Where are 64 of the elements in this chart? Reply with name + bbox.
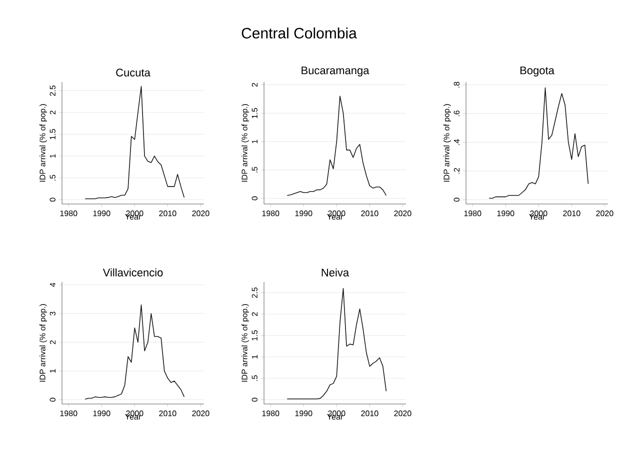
x-tick-label: 2020 (596, 210, 614, 216)
y-tick-label: 2.5 (252, 287, 258, 298)
y-tick-label: 2 (252, 83, 258, 87)
text: Central Colombia (242, 27, 357, 38)
y-tick-label: 1 (50, 154, 56, 158)
y-tick-label: 2.5 (50, 85, 56, 96)
y-tick-label: 0 (252, 196, 258, 200)
x-tick-label: 2010 (361, 410, 378, 416)
x-tick-label: 2000 (530, 210, 548, 216)
x-tick-label: 1990 (295, 210, 312, 216)
y-tick-label: 0 (50, 198, 56, 202)
x-tick-label: 1980 (60, 210, 78, 216)
y-axis-title: IDP arrival (% of pop.) (241, 104, 249, 182)
x-tick-label: 2010 (159, 210, 176, 216)
y-tick-label: .8 (454, 82, 460, 88)
x-tick-label: 1990 (93, 410, 110, 416)
y-axis-title: IDP arrival (% of pop.) (39, 104, 47, 182)
y-tick-label: 3 (50, 312, 56, 316)
x-tick-label: 2010 (361, 210, 378, 216)
y-tick-label: 1.5 (252, 330, 258, 340)
chart-title: Neiva (322, 268, 350, 276)
y-tick-label: 1.5 (252, 108, 258, 118)
y-tick-label: 1 (252, 355, 258, 359)
y-tick-label: 4 (50, 282, 56, 287)
chart-title: Villavicencio (102, 268, 163, 276)
x-tick-label: 1980 (464, 210, 482, 216)
y-tick-label: .2 (454, 168, 460, 174)
y-tick-label: .5 (50, 174, 56, 180)
chart-title: Bucaramanga (302, 66, 370, 76)
y-tick-label: 2 (50, 110, 56, 114)
y-tick-label: 0 (252, 398, 258, 402)
y-axis-title: IDP arrival (% of pop.) (241, 304, 249, 382)
x-tick-label: 2020 (394, 210, 412, 216)
x-tick-label: 2020 (192, 210, 210, 216)
chart-title: Cucuta (116, 68, 150, 76)
x-tick-label: 2000 (328, 410, 346, 416)
y-tick-label: 1 (50, 369, 56, 373)
x-tick-label: 2000 (126, 410, 144, 416)
x-tick-label: 1980 (262, 410, 280, 416)
line-series (286, 96, 387, 196)
x-tick-label: 1990 (497, 210, 514, 216)
y-tick-label: 0 (454, 198, 460, 202)
x-tick-label: 1980 (60, 410, 78, 416)
y-tick-label: .6 (454, 110, 460, 116)
x-tick-label: 2000 (328, 210, 346, 216)
y-tick-label: 2 (50, 340, 56, 344)
x-tick-label: 2010 (159, 410, 176, 416)
x-tick-label: 2020 (394, 410, 412, 416)
y-tick-label: 1.5 (50, 129, 56, 140)
y-axis-title: IDP arrival (% of pop.) (39, 304, 47, 382)
y-tick-label: 1 (252, 140, 258, 144)
x-tick-label: 1980 (262, 210, 280, 216)
x-tick-label: 2020 (192, 410, 210, 416)
chart-title: Bogota (520, 66, 554, 76)
y-tick-label: .4 (454, 139, 460, 145)
x-tick-label: 1990 (93, 210, 110, 216)
x-tick-label: 2000 (126, 210, 144, 216)
y-tick-label: 2 (252, 312, 258, 316)
y-axis-title: IDP arrival (% of pop.) (443, 104, 451, 182)
x-tick-label: 1990 (295, 410, 312, 416)
y-tick-label: 0 (50, 398, 56, 402)
y-tick-label: .5 (252, 166, 258, 173)
x-tick-label: 2010 (563, 210, 580, 216)
y-tick-label: .5 (252, 375, 258, 381)
